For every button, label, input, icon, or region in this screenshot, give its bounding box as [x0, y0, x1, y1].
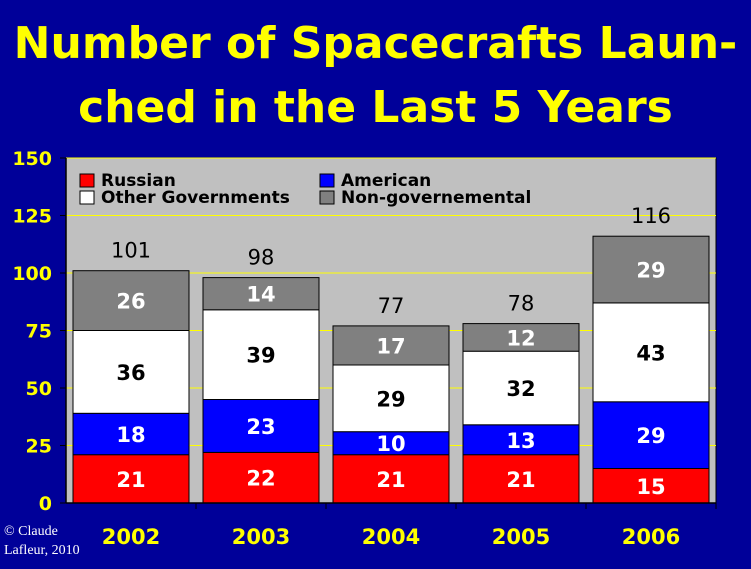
credit-line-1: © Claude — [4, 524, 58, 539]
legend-swatch — [79, 173, 95, 188]
data-label: 29 — [636, 424, 665, 448]
bar-segment — [202, 309, 320, 400]
bar-segment — [592, 468, 710, 504]
bar-segment — [462, 350, 580, 426]
data-label: 29 — [376, 387, 405, 411]
bar-segment — [462, 454, 580, 504]
x-tick-label: 2003 — [232, 525, 290, 549]
chart-title-line-2: ched in the Last 5 Years — [78, 82, 673, 133]
copyright-credit: © Claude Lafleur, 2010 — [4, 522, 80, 560]
total-label: 98 — [248, 246, 275, 270]
bar-segment — [332, 325, 450, 366]
legend-swatch — [319, 173, 335, 188]
data-label: 43 — [636, 341, 665, 365]
data-label: 13 — [506, 429, 535, 453]
x-tick-label: 2005 — [492, 525, 550, 549]
x-tick-label: 2002 — [102, 525, 160, 549]
x-tick-label: 2006 — [622, 525, 680, 549]
data-label: 12 — [506, 326, 535, 350]
data-label: 26 — [116, 290, 145, 314]
total-label: 77 — [378, 294, 405, 318]
y-tick-label: 150 — [12, 148, 52, 170]
y-tick-label: 100 — [12, 263, 52, 285]
data-label: 23 — [246, 415, 275, 439]
data-label: 21 — [116, 468, 145, 492]
data-label: 22 — [246, 467, 275, 491]
credit-line-2: Lafleur, 2010 — [4, 543, 80, 558]
data-label: 10 — [376, 432, 405, 456]
chart-title-line-1: Number of Spacecrafts Laun- — [13, 18, 738, 69]
data-label: 21 — [506, 468, 535, 492]
data-label: 14 — [246, 283, 275, 307]
y-tick-label: 0 — [39, 493, 52, 515]
data-label: 32 — [506, 377, 535, 401]
legend-swatch — [79, 190, 95, 205]
y-tick-label: 75 — [26, 321, 52, 343]
y-tick-label: 25 — [26, 436, 52, 458]
data-label: 21 — [376, 468, 405, 492]
bar-segment — [72, 412, 190, 456]
legend-swatch — [319, 190, 335, 205]
bar-segment — [592, 401, 710, 469]
total-label: 78 — [508, 292, 535, 316]
legend-label: American — [341, 171, 431, 191]
bar-segment — [72, 270, 190, 332]
data-label: 39 — [246, 344, 275, 368]
y-tick-label: 125 — [12, 206, 52, 228]
bar-segment — [592, 235, 710, 304]
bar-segment — [72, 330, 190, 414]
legend-label: Non-governemental — [341, 188, 531, 208]
data-label: 15 — [636, 475, 665, 499]
data-label: 18 — [116, 423, 145, 447]
bar-segment — [462, 323, 580, 352]
x-tick-label: 2004 — [362, 525, 420, 549]
bar-segment — [592, 302, 710, 403]
legend-label: Other Governments — [101, 188, 290, 208]
y-tick-label: 50 — [26, 378, 52, 400]
bar-segment — [72, 454, 190, 504]
bar-segment — [202, 277, 320, 311]
legend-label: Russian — [101, 171, 176, 191]
total-label: 101 — [111, 239, 151, 263]
bar-segment — [462, 424, 580, 456]
total-label: 116 — [631, 204, 671, 228]
data-label: 17 — [376, 334, 405, 358]
bar-segment — [202, 399, 320, 453]
data-label: 36 — [116, 361, 145, 385]
data-label: 29 — [636, 259, 665, 283]
